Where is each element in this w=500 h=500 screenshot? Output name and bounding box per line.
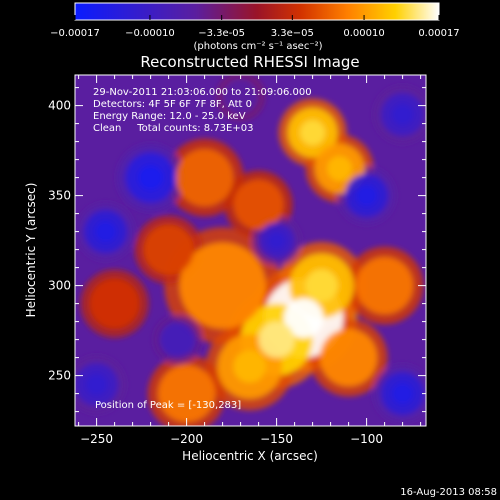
x-axis-ticks: −250 −200 −150 −100	[78, 75, 422, 446]
heatmap-blob	[143, 224, 194, 275]
heatmap-blob	[175, 148, 234, 207]
colorbar-tick-label: −0.00010	[125, 28, 175, 39]
y-tick-label: 300	[48, 279, 71, 293]
heatmap-blob	[222, 78, 259, 115]
heatmap-blob	[319, 328, 378, 387]
heatmap-blob-core	[391, 382, 414, 405]
plot-frame	[74, 74, 427, 427]
x-tick-label: −100	[350, 432, 383, 446]
heatmap-blob-core	[327, 156, 353, 182]
heatmap-blob-core	[94, 220, 117, 243]
heatmap-blob-core	[258, 321, 295, 358]
x-tick-label: −250	[80, 432, 113, 446]
x-tick-label: −200	[170, 432, 203, 446]
heatmap-blob-core	[300, 120, 326, 146]
heatmap-blob-core	[267, 231, 286, 250]
y-tick-label: 250	[48, 369, 71, 383]
heatmap-blob-core	[138, 165, 164, 191]
y-tick-label: 400	[48, 99, 71, 113]
colorbar-tick-label: −0.00017	[50, 28, 100, 39]
annotation-line-3: Energy Range: 12.0 - 25.0 keV	[93, 111, 246, 122]
colorbar-tick-label: 0.00017	[418, 28, 459, 39]
colorbar-ticks: −0.00017 −0.00010 −3.3e-05 3.3e−05 0.00010 0.…	[50, 15, 460, 39]
heatmap-blob-core	[283, 298, 324, 338]
x-axis-label: Heliocentric X (arcsec)	[182, 449, 318, 463]
y-axis-ticks: 250 300 350 400	[48, 87, 426, 413]
heatmap-blob-core	[85, 373, 108, 396]
footer-timestamp: 16-Aug-2013 08:58	[400, 487, 497, 498]
heatmap-blob-core	[233, 350, 266, 383]
heatmap-blob	[233, 179, 284, 230]
colorbar-tick-label: 3.3e−05	[271, 28, 314, 39]
heatmap-blob	[159, 321, 196, 358]
heatmap-blob-core	[355, 184, 378, 207]
annotation-line-2: Detectors: 4F 5F 6F 7F 8F, Att 0	[93, 99, 252, 110]
heatmap-blob	[89, 278, 140, 329]
heatmap-area	[75, 75, 426, 426]
heatmap-blobs	[75, 75, 426, 426]
annotation-line-4: Clean Total counts: 8.73E+03	[93, 123, 253, 134]
heatmap-blob-core	[391, 103, 414, 126]
heatmap-blob	[157, 364, 216, 423]
colorbar-tick-label: −3.3e-05	[198, 28, 245, 39]
heatmap-blob-core	[305, 269, 338, 302]
y-axis-label: Heliocentric Y (arcsec)	[24, 183, 38, 318]
colorbar-gradient	[74, 2, 440, 21]
colorbar: −0.00017 −0.00010 −3.3e-05 3.3e−05 0.00010 0.…	[50, 2, 460, 52]
heatmap-blob	[355, 256, 414, 315]
peak-position-label: Position of Peak = [-130,283]	[95, 400, 241, 411]
heatmap-blob	[179, 242, 266, 329]
x-tick-label: −150	[260, 432, 293, 446]
chart-title: Reconstructed RHESSI Image	[140, 53, 359, 71]
annotation-line-1: 29-Nov-2011 21:03:06.000 to 21:09:06.000	[93, 87, 312, 98]
y-tick-label: 350	[48, 189, 71, 203]
colorbar-unit-label: (photons cm⁻² s⁻¹ asec⁻²)	[193, 41, 322, 52]
colorbar-tick-label: 0.00010	[343, 28, 384, 39]
